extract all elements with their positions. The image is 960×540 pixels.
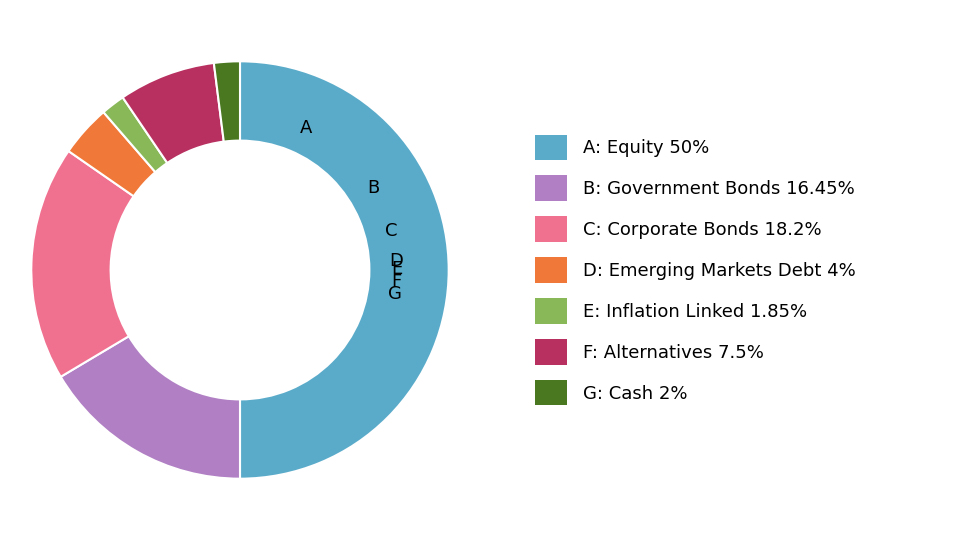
Text: A: A [300, 119, 312, 137]
Legend: A: Equity 50%, B: Government Bonds 16.45%, C: Corporate Bonds 18.2%, D: Emerging: A: Equity 50%, B: Government Bonds 16.45… [527, 127, 863, 413]
Wedge shape [32, 151, 133, 377]
Text: E: E [391, 260, 402, 278]
Wedge shape [68, 112, 156, 196]
Text: F: F [391, 273, 401, 291]
Text: G: G [388, 286, 401, 303]
Text: B: B [367, 179, 379, 197]
Wedge shape [240, 62, 448, 478]
Wedge shape [60, 336, 240, 478]
Text: D: D [390, 252, 403, 270]
Wedge shape [123, 63, 224, 163]
Wedge shape [104, 97, 167, 172]
Text: C: C [385, 222, 397, 240]
Wedge shape [214, 62, 240, 141]
